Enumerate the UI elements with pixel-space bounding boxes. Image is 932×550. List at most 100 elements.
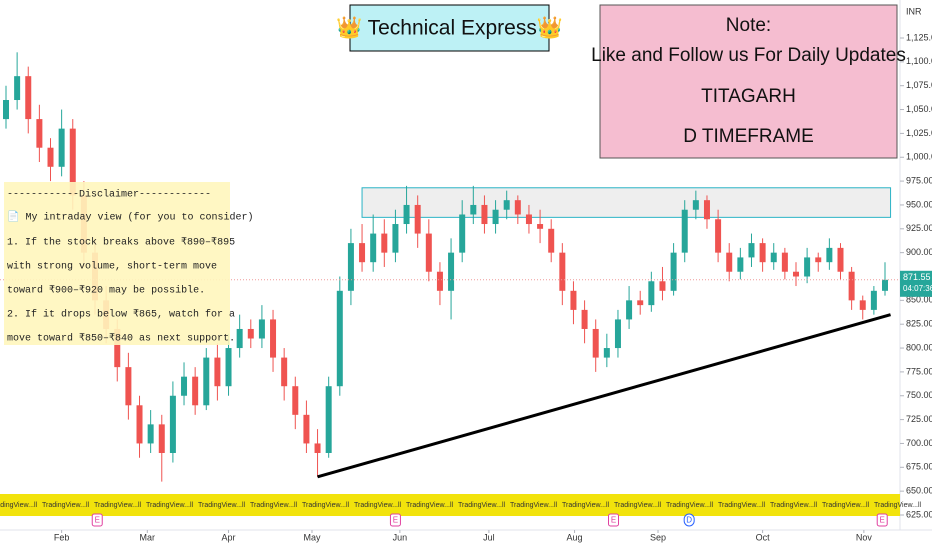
candle-body <box>414 204 421 234</box>
y-tick-label: 1,025.00 <box>906 128 932 138</box>
candle-body <box>236 328 243 349</box>
y-tick-label: 625.00 <box>906 509 932 519</box>
candle-body <box>270 319 277 358</box>
ticker-text: TradingView...ll <box>406 502 454 509</box>
note-line: D TIMEFRAME <box>683 126 814 147</box>
y-tick-label: 800.00 <box>906 342 932 352</box>
candle-body <box>58 128 65 167</box>
candle-body <box>69 128 76 196</box>
event-marker <box>91 513 103 527</box>
candle-body <box>614 319 621 349</box>
candle-body <box>36 119 43 148</box>
y-tick-label: 750.00 <box>906 390 932 400</box>
candle-body <box>781 252 788 272</box>
currency-label: INR <box>906 6 922 16</box>
event-label: E <box>393 516 398 525</box>
candle-body <box>726 252 733 272</box>
candle-body <box>448 252 455 291</box>
y-tick-label: 1,000.00 <box>906 152 932 162</box>
x-tick-label: Aug <box>567 532 583 542</box>
candle-body <box>792 271 799 277</box>
y-tick-label: 950.00 <box>906 199 932 209</box>
candle-body <box>848 271 855 301</box>
x-tick-label: Oct <box>756 532 771 542</box>
candle-body <box>258 319 265 339</box>
candle-body <box>381 233 388 253</box>
candle-body <box>815 257 822 263</box>
candle-body <box>503 200 510 210</box>
y-tick-label: 675.00 <box>906 462 932 472</box>
event-label: E <box>880 516 885 525</box>
candles <box>3 52 888 482</box>
candle-body <box>570 290 577 310</box>
y-tick-label: 700.00 <box>906 438 932 448</box>
ticker-text: TradingView...ll <box>614 502 662 509</box>
event-label: E <box>611 516 616 525</box>
disclaimer-line: 📄 My intraday view (for you to consider) <box>7 210 254 224</box>
candle-body <box>214 357 221 387</box>
candle-body <box>703 200 710 220</box>
x-tick-label: Mar <box>140 532 156 542</box>
ticker-text: TradingView...ll <box>666 502 714 509</box>
ticker-text: TradingView...ll <box>0 502 38 509</box>
ticker-text: TradingView...ll <box>874 502 922 509</box>
candle-body <box>281 357 288 387</box>
candle-body <box>392 224 399 253</box>
candle-body <box>514 200 521 215</box>
candle-body <box>692 200 699 210</box>
candle-body <box>192 376 199 406</box>
countdown-label: 04:07:36 <box>903 284 932 293</box>
disclaimer-line: ------------Disclaimer------------ <box>7 189 211 201</box>
x-tick-label: Feb <box>54 532 70 542</box>
back-layer <box>361 187 892 218</box>
candle-body <box>581 309 588 329</box>
y-tick-label: 1,100.00 <box>906 56 932 66</box>
y-tick-label: 775.00 <box>906 366 932 376</box>
y-tick-label: 850.00 <box>906 295 932 305</box>
candle-body <box>870 290 877 310</box>
event-marker <box>389 513 401 527</box>
ticker-text: TradingView...ll <box>354 502 402 509</box>
candle-body <box>158 424 165 453</box>
ticker-text: TradingView...ll <box>198 502 246 509</box>
event-marker <box>683 513 695 527</box>
y-tick-label: 650.00 <box>906 486 932 496</box>
candle-body <box>136 405 143 444</box>
title-box <box>349 4 550 52</box>
y-tick-label: 1,075.00 <box>906 80 932 90</box>
candle-body <box>336 290 343 387</box>
candle-body <box>759 243 766 263</box>
candle-body <box>436 271 443 291</box>
ticker-text: TradingView...ll <box>510 502 558 509</box>
candle-body <box>370 233 377 263</box>
x-tick-label: May <box>303 532 321 542</box>
ticker-text: TradingView...ll <box>94 502 142 509</box>
ticker-text: TradingView...ll <box>822 502 870 509</box>
candle-body <box>247 328 254 339</box>
note-line: Like and Follow us For Daily Updates <box>591 45 906 66</box>
candle-body <box>492 209 499 225</box>
x-tick-label: Jul <box>483 532 495 542</box>
event-marker <box>608 513 620 527</box>
note-line: TITAGARH <box>701 86 796 107</box>
x-tick-label: Nov <box>856 532 873 542</box>
candle-body <box>203 357 210 406</box>
note-box <box>599 4 898 159</box>
x-tick-label: Sep <box>650 532 666 542</box>
disclaimer-line: with strong volume, short-term move <box>7 261 217 273</box>
candle-body <box>459 214 466 253</box>
candle-body <box>403 204 410 225</box>
candle-body <box>181 376 188 396</box>
candle-body <box>169 395 176 453</box>
candle-body <box>3 100 9 120</box>
y-tick-label: 725.00 <box>906 414 932 424</box>
candle-body <box>225 348 232 387</box>
x-tick-label: Jun <box>393 532 408 542</box>
candle-body <box>681 209 688 253</box>
event-label: E <box>95 516 100 525</box>
candle-body <box>292 386 299 415</box>
disclaimer-line: 1. If the stock breaks above ₹890–₹895 <box>7 237 235 249</box>
ticker-text: TradingView...ll <box>42 502 90 509</box>
